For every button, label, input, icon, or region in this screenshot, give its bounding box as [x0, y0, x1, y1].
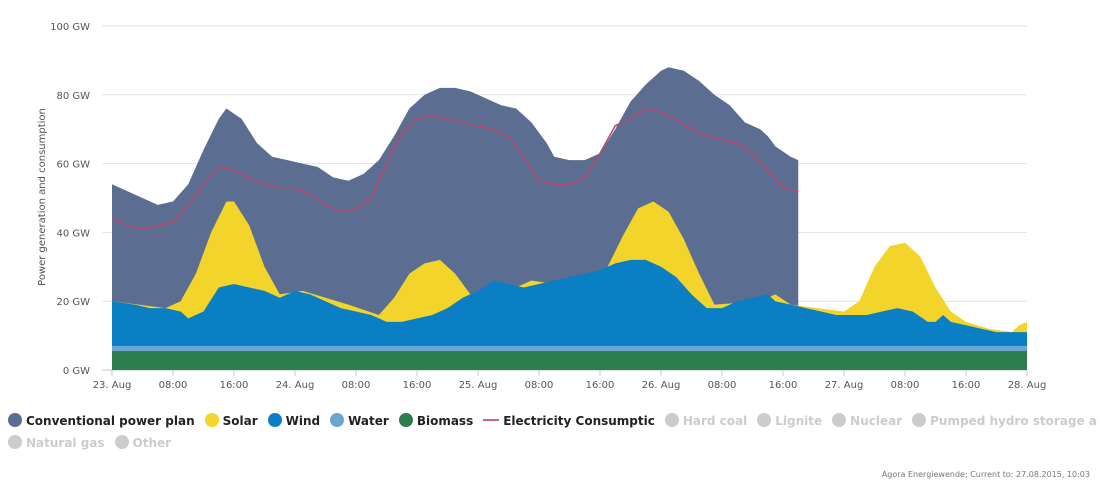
legend-label: Nuclear — [850, 413, 903, 428]
legend-item[interactable]: Water — [330, 410, 389, 432]
legend-symbol-icon — [912, 412, 927, 427]
legend-item[interactable]: Natural gas — [8, 432, 105, 454]
x-tick-label: 16:00 — [403, 380, 432, 391]
legend-symbol-icon — [114, 434, 129, 449]
legend-label: Pumped hydro storage and storage wate — [930, 413, 1098, 428]
legend-label: Conventional power plan — [26, 413, 195, 428]
legend-item[interactable]: Electricity Consumptic — [483, 410, 655, 432]
legend-item[interactable]: Biomass — [398, 410, 474, 432]
y-tick-label: 0 GW — [63, 366, 90, 377]
legend-row-2: Natural gas Other — [8, 431, 1098, 453]
legend-item[interactable]: Conventional power plan — [8, 410, 195, 432]
area-wind — [112, 259, 1027, 370]
y-tick-label: 80 GW — [56, 91, 90, 102]
x-tick-label: 08:00 — [708, 380, 737, 391]
y-tick-label: 40 GW — [56, 228, 90, 239]
legend-item[interactable]: Wind — [267, 410, 321, 432]
x-tick-label: 16:00 — [586, 380, 615, 391]
legend-symbol-icon — [267, 412, 282, 427]
x-tick-label: 08:00 — [159, 380, 188, 391]
legend-label: Hard coal — [682, 413, 748, 428]
x-tick-label: 08:00 — [342, 380, 371, 391]
x-tick-label: 08:00 — [525, 380, 554, 391]
x-tick-label: 28. Aug — [1008, 380, 1047, 391]
legend-label: Lignite — [775, 413, 823, 428]
legend-label: Water — [348, 413, 389, 428]
x-tick-label: 23. Aug — [93, 380, 132, 391]
x-tick-label: 26. Aug — [642, 380, 681, 391]
legend-label: Solar — [222, 413, 258, 428]
y-tick-label: 100 GW — [50, 22, 90, 33]
legend-label: Wind — [285, 413, 321, 428]
legend-item[interactable]: Lignite — [757, 410, 822, 432]
legend-symbol-icon — [757, 412, 772, 427]
y-axis-label: Power generation and consumption — [37, 108, 48, 286]
x-tick-label: 24. Aug — [276, 380, 315, 391]
axes: 0 GW 20 GW 40 GW 60 GW 80 GW 100 GW 23. Aug 08:… — [50, 22, 1046, 391]
x-tick-label: 08:00 — [891, 380, 920, 391]
line-electricity-consumption — [111, 107, 799, 230]
x-tick-label: 16:00 — [220, 380, 249, 391]
legend-item[interactable]: Solar — [204, 410, 258, 432]
legend-label: Natural gas — [26, 435, 105, 450]
legend-symbol-icon — [398, 412, 413, 427]
legend-symbol-icon — [204, 412, 219, 427]
legend-item[interactable]: Nuclear — [832, 410, 902, 432]
x-tick-label: 16:00 — [952, 380, 981, 391]
legend-item[interactable]: Other — [114, 432, 172, 454]
legend-row-1: Conventional power plan Solar Wind Water Bio… — [8, 409, 1098, 431]
legend-symbol-icon — [8, 412, 22, 427]
area-biomass — [112, 351, 1027, 370]
legend-label: Other — [132, 435, 172, 450]
y-tick-label: 20 GW — [56, 297, 90, 308]
legend-label: Biomass — [416, 413, 474, 428]
legend-item[interactable]: Pumped hydro storage and storage wate — [912, 410, 1098, 432]
x-tick-label: 25. Aug — [459, 380, 498, 391]
power-chart: 0 GW 20 GW 40 GW 60 GW 80 GW 100 GW 23. Aug 08:… — [37, 22, 1046, 391]
x-tick-label: 16:00 — [769, 380, 798, 391]
legend-symbol-icon — [483, 418, 500, 421]
legend: Conventional power plan Solar Wind Water Bio… — [8, 409, 1098, 453]
credit-text: Agora Energiewende; Current to: 27.08.20… — [881, 470, 1090, 479]
x-tick-label: 27. Aug — [825, 380, 864, 391]
y-tick-label: 60 GW — [56, 160, 90, 171]
legend-symbol-icon — [330, 412, 345, 427]
legend-label: Electricity Consumptic — [503, 413, 655, 428]
legend-item[interactable]: Hard coal — [664, 410, 748, 432]
legend-symbol-icon — [832, 412, 847, 427]
legend-symbol-icon — [8, 434, 22, 449]
legend-symbol-icon — [664, 412, 679, 427]
series-areas — [111, 67, 1027, 370]
